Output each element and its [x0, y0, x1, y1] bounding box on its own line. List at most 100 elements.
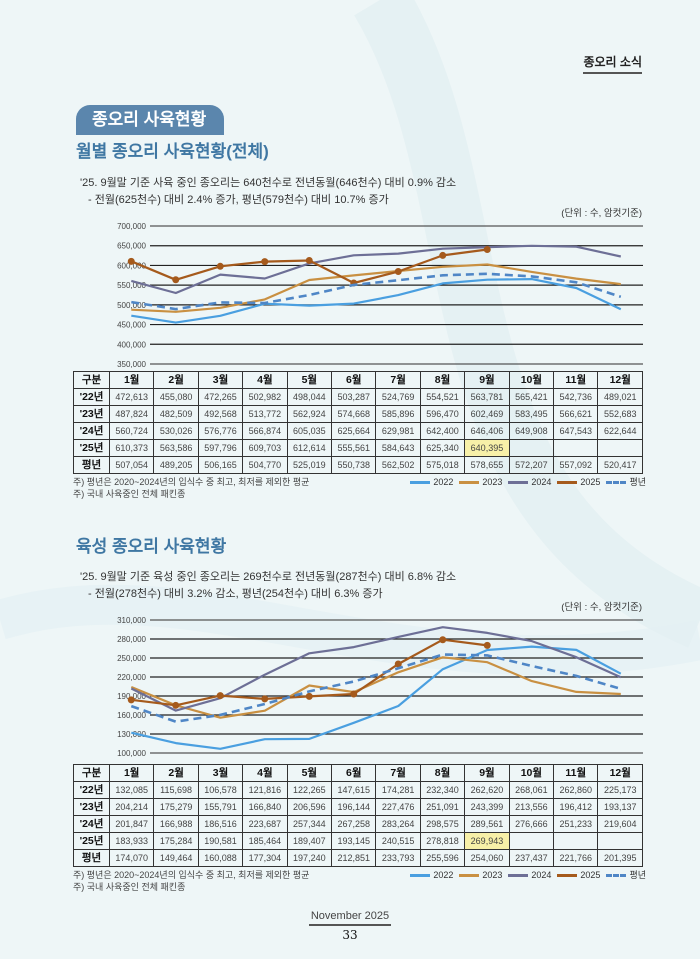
table-row: '23년 487,824 482,509 492,568 513,772 562,924 5… — [73, 405, 643, 423]
table-cell: 554,521 — [419, 388, 466, 406]
table-row: '22년 132,085 115,698 106,578 121,816 122,265 1… — [73, 781, 643, 799]
table-cell: 642,400 — [419, 422, 466, 440]
table-cell: 498,044 — [286, 388, 333, 406]
series-line-2024 — [130, 626, 622, 712]
series-line-2023 — [130, 656, 621, 719]
table-row: 평년 507,054 489,205 506,165 504,770 525,019 550… — [73, 456, 643, 474]
footnotes-total: 주) 평년은 2020~2024년의 입식수 중 최고, 최저를 제외한 평균 … — [73, 476, 373, 500]
table-cell: 160,088 — [197, 849, 244, 867]
page-number: 33 — [342, 928, 358, 942]
month-header-cell: 6월 — [331, 371, 377, 389]
month-header-cell: 8월 — [419, 371, 466, 389]
legend-item: 2023 — [459, 869, 502, 881]
chart-legend-growing: 2022 2023 2024 2025 평년 — [381, 869, 646, 881]
footnote-average: 주) 평년은 2020~2024년의 입식수 중 최고, 최저를 제외한 평균 — [73, 477, 310, 487]
data-point-2025 — [127, 257, 135, 265]
month-header-cell: 5월 — [286, 764, 333, 782]
month-header-cell: 11월 — [553, 764, 599, 782]
table-cell: 629,981 — [375, 422, 421, 440]
table-cell: 562,502 — [375, 456, 421, 474]
table-cell: 565,421 — [508, 388, 555, 406]
table-cell: 201,395 — [597, 849, 643, 867]
month-header-cell: 12월 — [597, 764, 643, 782]
table-cell: 149,464 — [153, 849, 199, 867]
data-point-2025 — [216, 692, 224, 700]
section-tag: 종오리 소식 — [583, 55, 642, 74]
legend-item: 2022 — [410, 869, 453, 881]
series-line-평년 — [130, 653, 622, 723]
table-cell: 605,035 — [286, 422, 333, 440]
table-cell: 175,279 — [153, 798, 199, 816]
series-line-2024 — [131, 244, 622, 295]
table-cell: 563,781 — [464, 388, 510, 406]
table-cell: 225,173 — [597, 781, 643, 799]
legend-item: 2025 — [557, 869, 600, 881]
table-cell: 646,406 — [464, 422, 510, 440]
y-tick-label: 250,000 — [117, 654, 146, 663]
chart-legend-total: 2022 2023 2024 2025 평년 — [381, 476, 646, 488]
row-label: '24년 — [73, 422, 110, 440]
table-cell: 455,080 — [153, 388, 199, 406]
data-point-2025 — [305, 692, 313, 700]
table-cell: 472,613 — [108, 388, 155, 406]
data-point-2025 — [172, 701, 180, 709]
legend-label: 2025 — [580, 477, 601, 487]
table-row: '22년 472,613 455,080 472,265 502,982 498,044 5… — [73, 388, 643, 406]
y-tick-label: 160,000 — [117, 711, 146, 720]
legend-label: 평년 — [629, 870, 646, 880]
table-header-row: 구분 1월 2월 3월 4월 5월 6월 7월 8월 9월 10월 11월 12월 — [73, 371, 643, 389]
month-header-cell: 3월 — [197, 764, 244, 782]
table-cell: 174,070 — [108, 849, 155, 867]
table-cell: 640,395 — [464, 439, 510, 457]
legend-item: 2022 — [410, 476, 453, 488]
series-line-2023 — [131, 263, 621, 313]
footnote-breed: 주) 국내 사육중인 전체 패킨종 — [73, 489, 186, 499]
row-label: '23년 — [73, 798, 110, 816]
table-cell: 115,698 — [153, 781, 199, 799]
category-pill-title: 종오리 사육현황 — [76, 105, 225, 135]
row-label: '25년 — [73, 832, 110, 850]
section-title-growing: 육성 종오리 사육현황 — [76, 537, 227, 556]
table-cell: 183,933 — [108, 832, 155, 850]
table-cell: 204,214 — [108, 798, 155, 816]
y-tick-label: 280,000 — [117, 635, 146, 644]
table-cell: 155,791 — [197, 798, 244, 816]
month-header-cell: 6월 — [331, 764, 377, 782]
table-cell: 597,796 — [197, 439, 244, 457]
table-cell: 190,581 — [197, 832, 244, 850]
month-header-cell: 12월 — [597, 371, 643, 389]
table-cell: 147,615 — [331, 781, 377, 799]
data-point-2025 — [483, 246, 491, 254]
table-cell: 262,620 — [464, 781, 510, 799]
table-cell: 121,816 — [242, 781, 288, 799]
table-cell: 602,469 — [464, 405, 510, 423]
y-tick-label: 400,000 — [117, 340, 146, 349]
data-point-2025 — [483, 641, 491, 649]
table-cell: 223,687 — [242, 815, 288, 833]
row-label: 평년 — [73, 456, 110, 474]
legend-label: 2023 — [482, 870, 503, 880]
table-cell: 472,265 — [197, 388, 244, 406]
table-cell: 530,026 — [153, 422, 199, 440]
legend-swatch — [606, 481, 627, 485]
table-cell — [508, 439, 555, 457]
table-row: '24년 201,847 166,988 186,516 223,687 257,344 2… — [73, 815, 643, 833]
table-cell: 185,464 — [242, 832, 288, 850]
table-cell: 175,284 — [153, 832, 199, 850]
month-header-cell: 4월 — [242, 764, 288, 782]
table-cell — [508, 832, 555, 850]
table-cell: 572,207 — [508, 456, 555, 474]
legend-item: 2024 — [508, 869, 551, 881]
table-cell: 622,644 — [597, 422, 643, 440]
table-cell: 574,668 — [331, 405, 377, 423]
table-cell: 487,824 — [108, 405, 155, 423]
legend-label: 2025 — [580, 870, 601, 880]
y-tick-label: 550,000 — [117, 281, 146, 290]
header-cell: 구분 — [73, 764, 110, 782]
series-line-평년 — [131, 272, 622, 311]
footnote-breed: 주) 국내 사육중인 전체 패킨종 — [73, 882, 186, 892]
table-cell: 251,233 — [553, 815, 599, 833]
table-cell: 267,258 — [331, 815, 377, 833]
table-cell: 482,509 — [153, 405, 199, 423]
legend-item: 2023 — [459, 476, 502, 488]
